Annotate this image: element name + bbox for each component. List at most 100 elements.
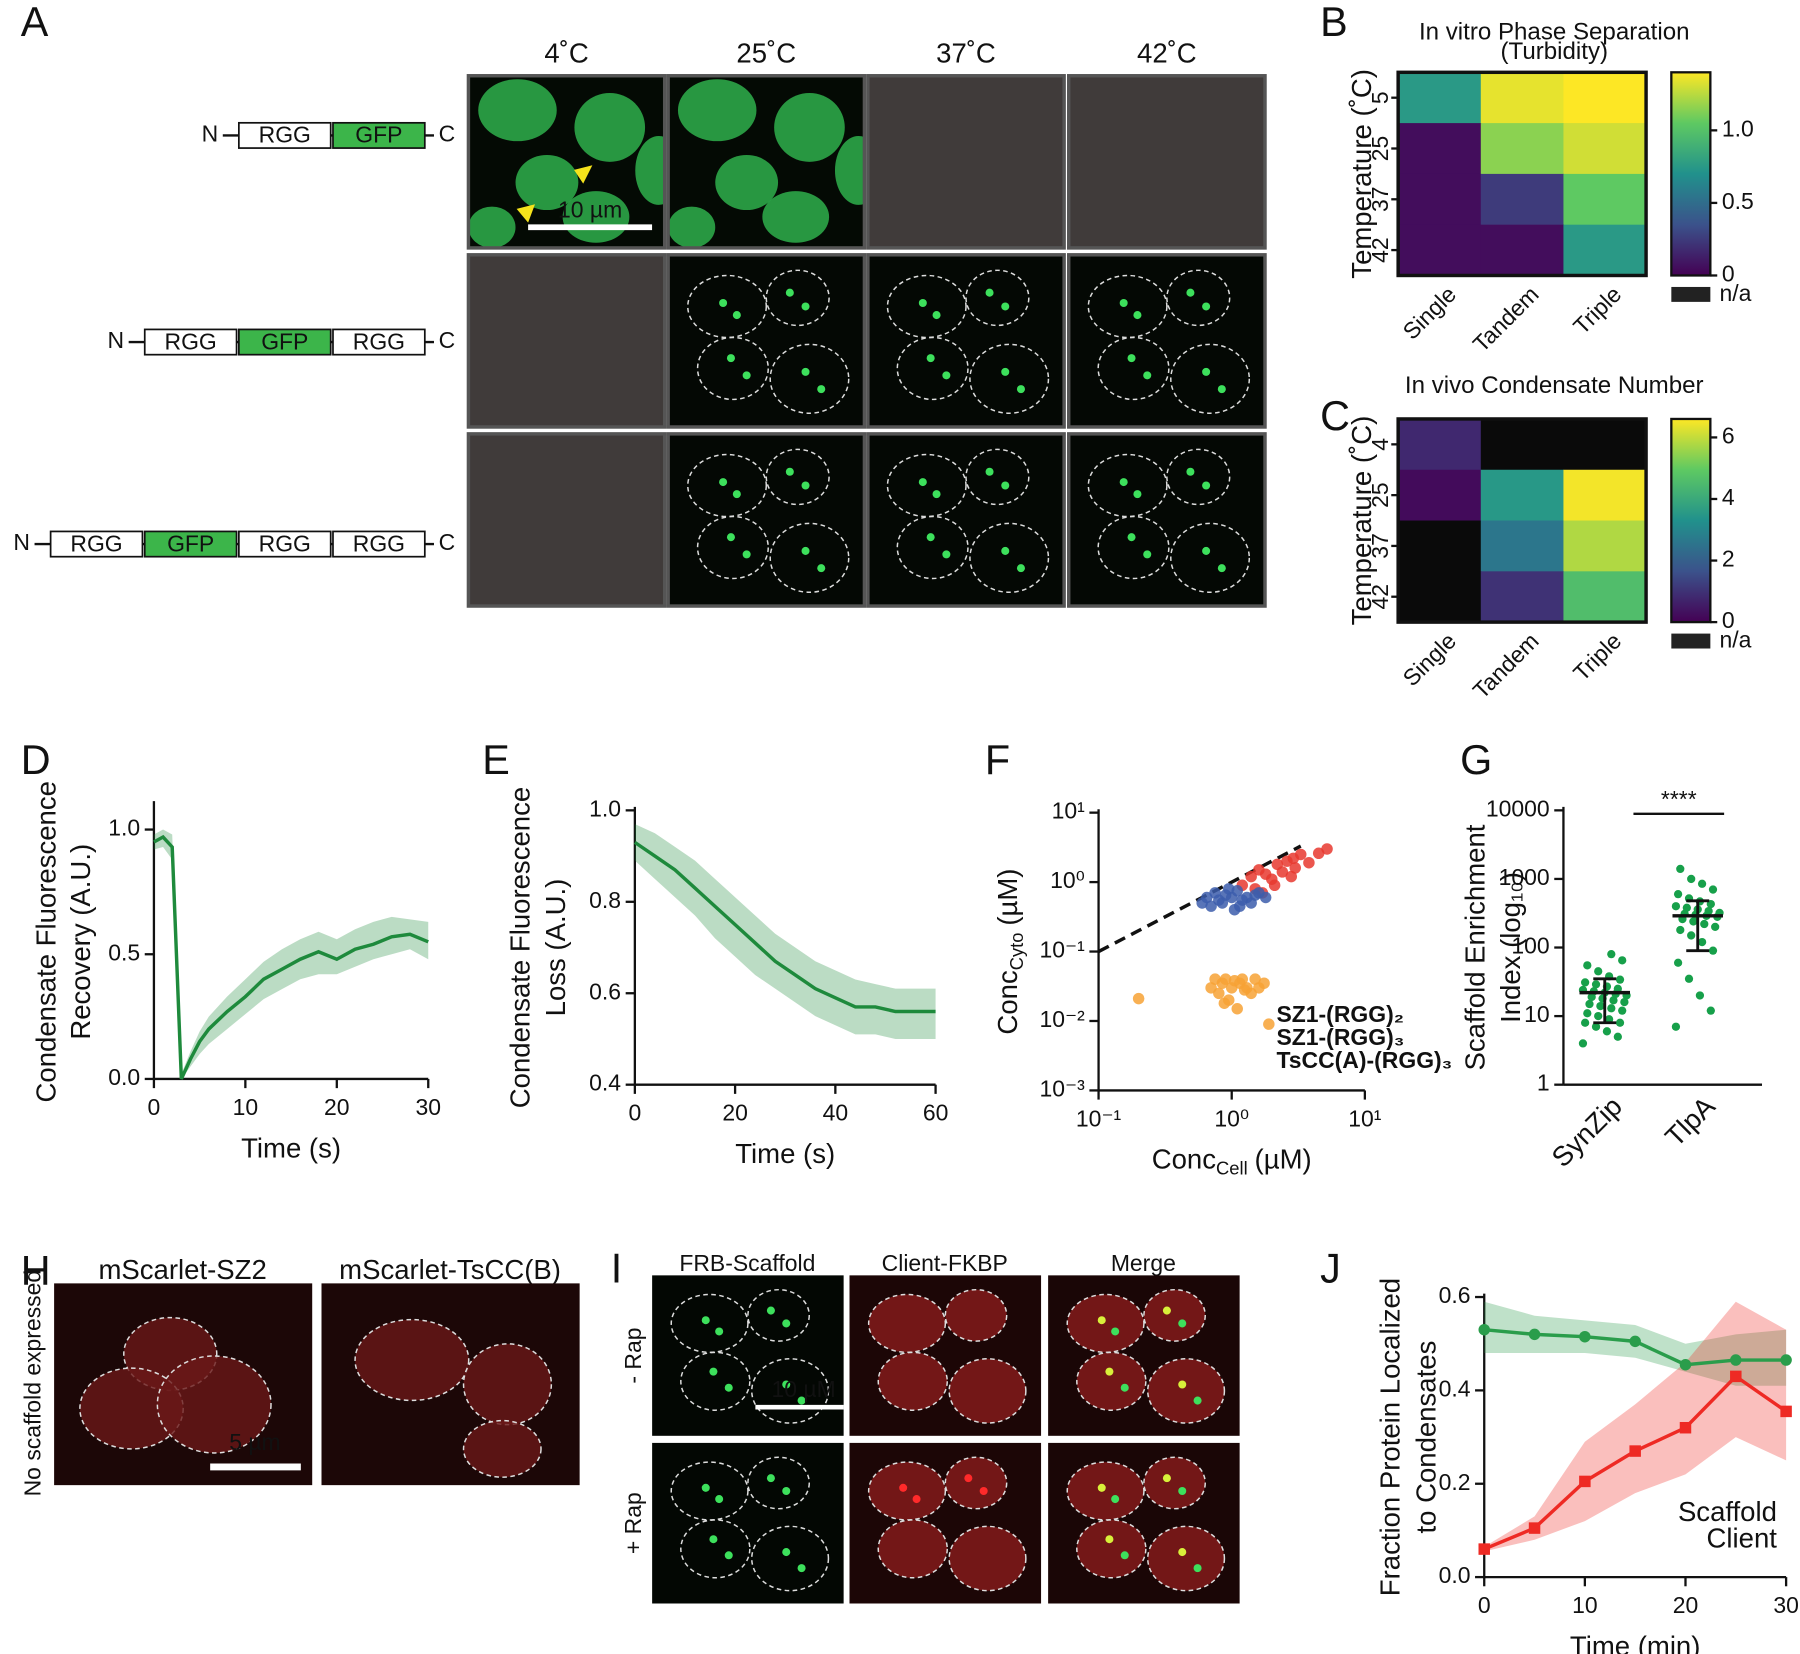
image-border (1067, 253, 1267, 429)
punctum (724, 1551, 733, 1560)
point (1689, 917, 1698, 926)
cell (696, 336, 769, 401)
scale-bar-label: 5 µm (229, 1429, 280, 1455)
y-axis-label: Fraction Protein Localized (1375, 1278, 1406, 1596)
punctum (801, 302, 810, 311)
y-axis-label: to Condensates (1410, 1341, 1441, 1534)
y-tick-label: 0.5 (108, 939, 140, 965)
micrograph (468, 75, 665, 248)
domain-box (332, 121, 426, 149)
colorbar-tick-label: 0 (1722, 607, 1735, 633)
x-tick-label: Single (1398, 281, 1461, 344)
punctum (985, 467, 994, 476)
c-terminus: C (439, 529, 456, 555)
heat-cell (1480, 224, 1565, 277)
image-bg (867, 254, 1065, 427)
punctum (964, 1474, 973, 1483)
heat-cell (1398, 72, 1482, 124)
punctum (817, 385, 826, 394)
n-terminus: N (202, 121, 219, 147)
cell (896, 336, 969, 401)
cell (1143, 1288, 1206, 1342)
point (1695, 991, 1705, 1000)
point (1671, 902, 1681, 911)
point (1596, 1001, 1605, 1011)
punctum (715, 1327, 724, 1336)
domain-label: RGG (165, 328, 217, 354)
punctum (1162, 1474, 1171, 1483)
colorbar (1670, 71, 1712, 277)
image-border (666, 432, 867, 608)
domain-label: RGG (259, 530, 311, 556)
punctum (1162, 1306, 1171, 1315)
micrograph (652, 1275, 844, 1436)
x-axis-label: Time (s) (735, 1138, 835, 1169)
point (1591, 980, 1601, 989)
point (1594, 967, 1603, 976)
y-tick-label: 10000 (1486, 795, 1550, 821)
x-tick-label: 10⁻¹ (1076, 1105, 1122, 1131)
point (1234, 900, 1246, 912)
image-bg (652, 1442, 844, 1604)
c-terminus: C (439, 121, 456, 147)
punctum (801, 481, 810, 490)
cell (574, 92, 646, 162)
x-axis-label-main: Conc (1152, 1144, 1217, 1175)
heat-cell (1480, 520, 1565, 572)
y-tick-label: 0.0 (1439, 1562, 1471, 1588)
y-axis-label-main: Conc (992, 970, 1023, 1035)
punctum (942, 371, 951, 380)
y-tick-label: 100 (1511, 933, 1549, 959)
point (1205, 900, 1217, 912)
point (1594, 1011, 1603, 1021)
column-header: FRB-Scaffold (679, 1250, 815, 1276)
punctum (1178, 1319, 1187, 1328)
cell (1097, 336, 1170, 401)
point (1697, 937, 1707, 947)
y-tick-label: 10 (1524, 1001, 1550, 1027)
point (1615, 975, 1625, 984)
cell (1146, 1358, 1226, 1424)
y-axis-label: ConcCyto (µM) (992, 869, 1027, 1035)
y-tick-label: 10⁻³ (1040, 1075, 1086, 1101)
scale-bar-label: 10 µM (771, 1376, 835, 1402)
cell (969, 343, 1050, 414)
y-tick-label: 10⁰ (1050, 867, 1085, 893)
point (1676, 864, 1685, 874)
domain-label: GFP (355, 122, 402, 148)
domain-box (237, 328, 332, 356)
punctum (797, 1564, 806, 1573)
cell (468, 206, 516, 248)
micrograph (1068, 433, 1266, 607)
x-axis-label: Time (s) (241, 1132, 341, 1163)
punctum (1105, 1535, 1114, 1544)
cell (1166, 269, 1231, 327)
punctum (726, 354, 735, 363)
point (1585, 999, 1594, 1009)
point (1219, 973, 1232, 985)
cell (751, 1525, 830, 1592)
punctum (1217, 564, 1226, 573)
punctum (766, 1474, 775, 1483)
heat-cell (1480, 571, 1565, 623)
na-cell (1398, 571, 1482, 623)
heat-cell (1563, 173, 1647, 226)
point (1618, 1006, 1627, 1015)
na-swatch (1671, 633, 1711, 649)
x-tick-label: 0 (1478, 1592, 1491, 1618)
marker (1478, 1323, 1490, 1336)
cell (462, 1419, 542, 1478)
column-header: mScarlet-TsCC(B) (339, 1254, 561, 1285)
marker (1629, 1335, 1641, 1348)
n-terminus: N (13, 529, 30, 555)
punctum (709, 1535, 718, 1544)
cell (877, 1519, 949, 1579)
punctum (1193, 1396, 1202, 1405)
punctum (782, 1548, 791, 1557)
y-tick-label: 10⁻¹ (1040, 937, 1086, 963)
cell (1087, 274, 1168, 339)
domain-label: GFP (167, 530, 214, 556)
marker (1730, 1370, 1742, 1383)
domain-box (332, 328, 426, 356)
y-tick-label: 37 (1367, 187, 1393, 213)
